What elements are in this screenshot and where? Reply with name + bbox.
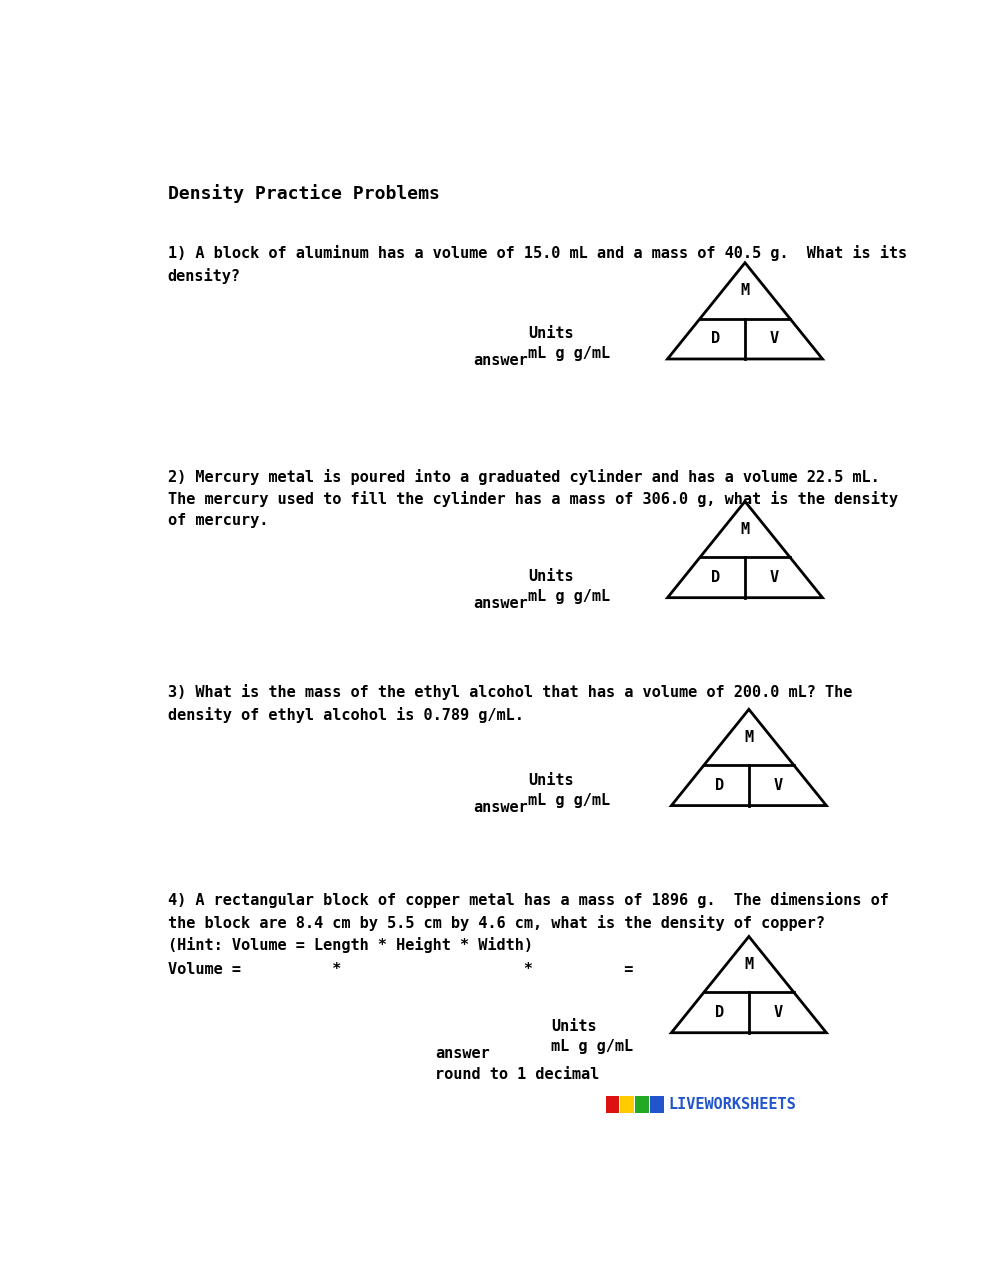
Text: D: D bbox=[715, 1005, 724, 1020]
FancyBboxPatch shape bbox=[606, 1096, 619, 1113]
FancyBboxPatch shape bbox=[635, 1096, 649, 1113]
Text: 4) A rectangular block of copper metal has a mass of 1896 g.  The dimensions of
: 4) A rectangular block of copper metal h… bbox=[168, 892, 889, 954]
FancyBboxPatch shape bbox=[620, 1096, 634, 1113]
Text: 3) What is the mass of the ethyl alcohol that has a volume of 200.0 mL? The
dens: 3) What is the mass of the ethyl alcohol… bbox=[168, 685, 852, 723]
Text: Units
mL g g/mL: Units mL g g/mL bbox=[528, 326, 610, 361]
Text: 2) Mercury metal is poured into a graduated cylinder and has a volume 22.5 mL.
T: 2) Mercury metal is poured into a gradua… bbox=[168, 469, 898, 528]
Text: V: V bbox=[774, 778, 783, 793]
Text: D: D bbox=[711, 570, 720, 585]
Text: D: D bbox=[715, 778, 724, 793]
Text: 1) A block of aluminum has a volume of 15.0 mL and a mass of 40.5 g.  What is it: 1) A block of aluminum has a volume of 1… bbox=[168, 245, 907, 284]
Text: answer
round to 1 decimal: answer round to 1 decimal bbox=[435, 1047, 599, 1082]
FancyBboxPatch shape bbox=[650, 1096, 664, 1113]
Text: M: M bbox=[744, 729, 753, 745]
Text: V: V bbox=[774, 1005, 783, 1020]
Text: M: M bbox=[744, 956, 753, 972]
Text: M: M bbox=[740, 521, 750, 537]
Text: Density Practice Problems: Density Practice Problems bbox=[168, 184, 440, 203]
Text: answer: answer bbox=[474, 595, 528, 611]
Text: Units
mL g g/mL: Units mL g g/mL bbox=[528, 569, 610, 603]
Text: Volume =          *                    *          =: Volume = * * = bbox=[168, 961, 633, 977]
Text: answer: answer bbox=[474, 799, 528, 815]
Text: V: V bbox=[770, 332, 779, 347]
Text: D: D bbox=[711, 332, 720, 347]
Text: Units
mL g g/mL: Units mL g g/mL bbox=[551, 1019, 633, 1054]
Text: LIVEWORKSHEETS: LIVEWORKSHEETS bbox=[668, 1098, 796, 1112]
Text: M: M bbox=[740, 283, 750, 298]
Text: V: V bbox=[770, 570, 779, 585]
Text: Units
mL g g/mL: Units mL g g/mL bbox=[528, 773, 610, 807]
Text: answer: answer bbox=[474, 353, 528, 368]
